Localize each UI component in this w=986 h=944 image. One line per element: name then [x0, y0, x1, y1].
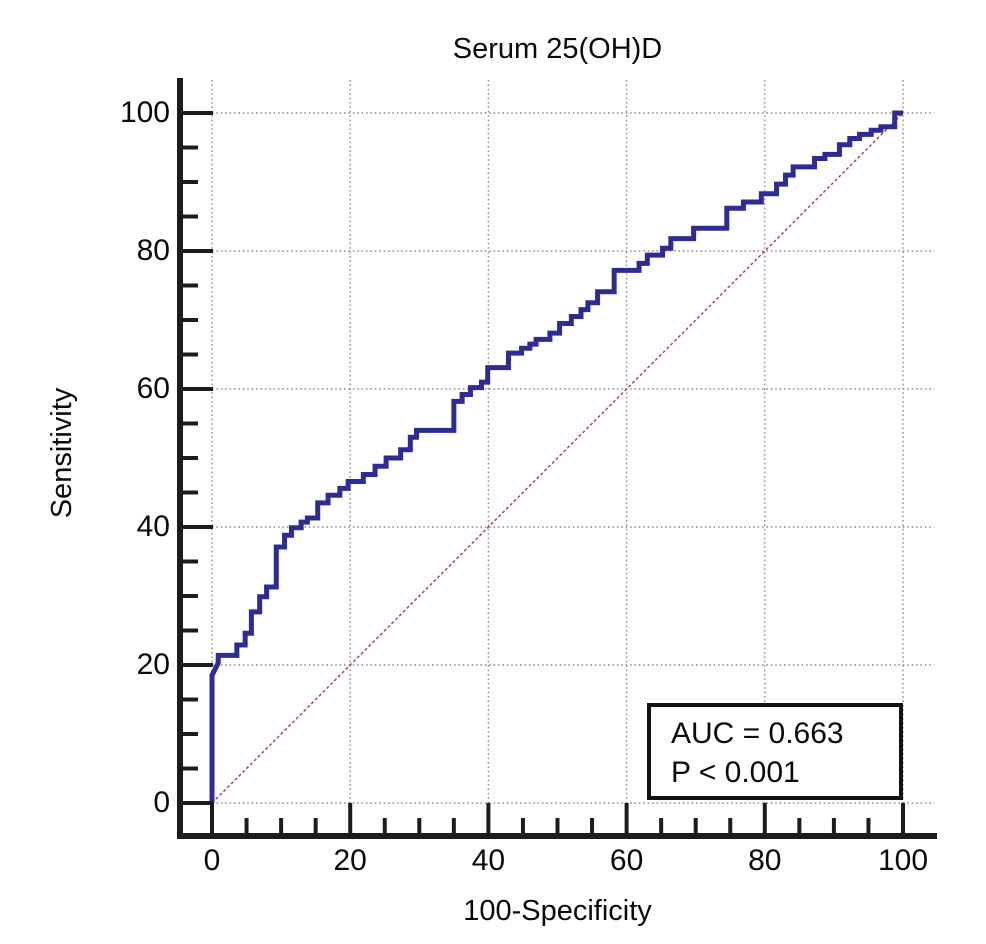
y-tick-label-80: 80 — [136, 234, 170, 267]
y-tick-label-40: 40 — [136, 510, 170, 543]
reference-diagonal-line — [211, 112, 904, 804]
x-tick-label-40: 40 — [471, 844, 506, 877]
x-axis-title: 100-Specificity — [463, 895, 652, 927]
auc-annotation-box: AUC = 0.663 P < 0.001 — [647, 703, 903, 800]
y-tick-label-20: 20 — [136, 648, 170, 681]
p-value-label: P < 0.001 — [671, 756, 800, 789]
y-tick-label-60: 60 — [136, 372, 170, 405]
x-tick-label-0: 0 — [203, 844, 221, 877]
x-tick-label-60: 60 — [609, 844, 644, 877]
roc-curve-line — [209, 110, 903, 803]
chart-title: Serum 25(OH)D — [452, 33, 663, 65]
x-tick-label-80: 80 — [748, 844, 782, 877]
y-tick-label-0: 0 — [153, 786, 170, 819]
x-tick-label-100: 100 — [877, 844, 929, 877]
y-tick-label-100: 100 — [119, 96, 170, 129]
auc-value-label: AUC = 0.663 — [671, 717, 844, 750]
x-tick-label-20: 20 — [333, 844, 367, 877]
